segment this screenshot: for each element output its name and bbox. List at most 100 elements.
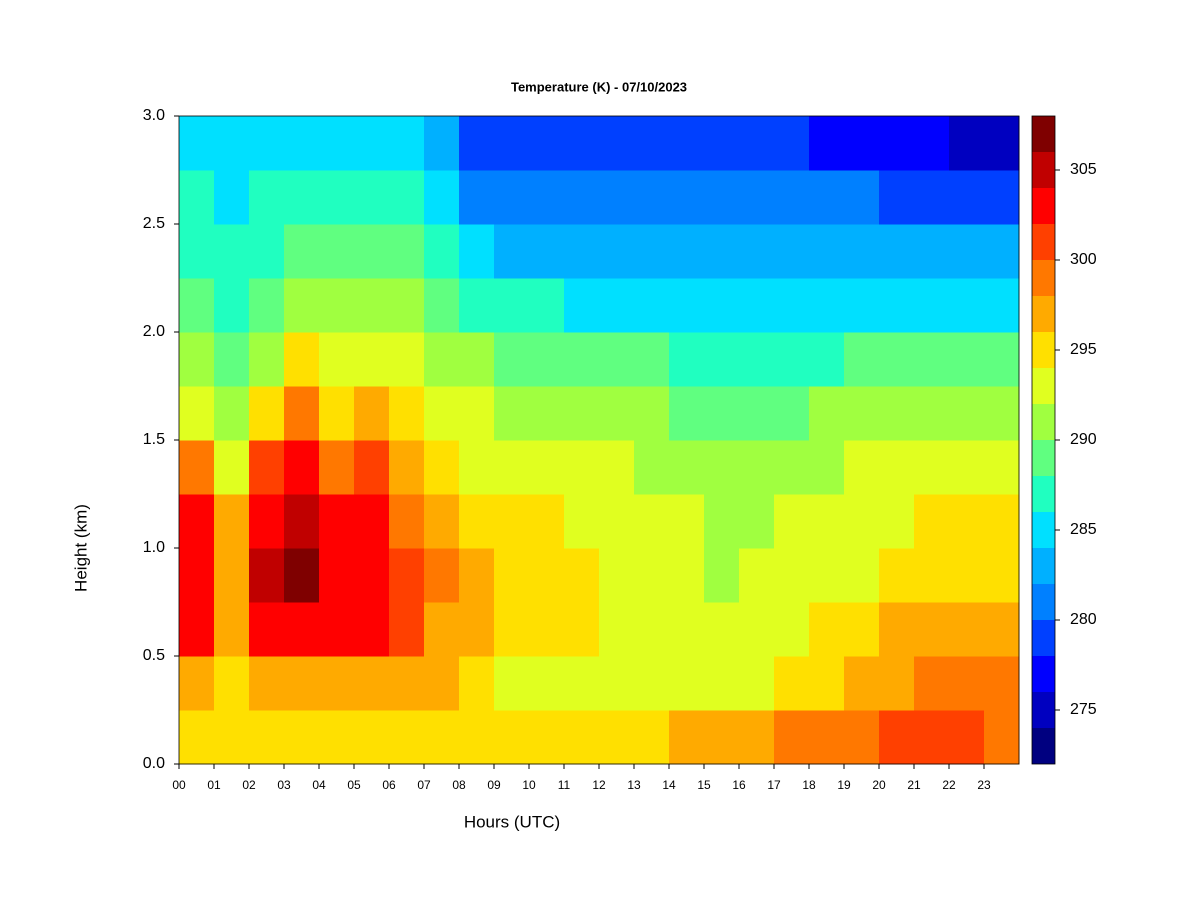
heat-cell xyxy=(529,548,565,603)
heat-cell xyxy=(949,386,985,441)
heat-cell xyxy=(809,440,845,495)
heat-cell xyxy=(494,386,530,441)
heat-cell xyxy=(984,332,1020,387)
heat-cell xyxy=(529,656,565,711)
heat-cell xyxy=(354,656,390,711)
heat-cell xyxy=(949,602,985,657)
heat-cell xyxy=(774,440,810,495)
heat-cell xyxy=(634,440,670,495)
heat-cell xyxy=(459,332,495,387)
colorbar-tick-label: 290 xyxy=(1070,431,1097,448)
x-tick-label: 23 xyxy=(977,778,991,792)
heat-cell xyxy=(634,278,670,333)
colorbar-band xyxy=(1032,728,1055,764)
heat-cell xyxy=(949,170,985,225)
heat-cell xyxy=(284,440,320,495)
colorbar-band xyxy=(1032,620,1055,656)
heat-cell xyxy=(669,710,705,765)
heat-cell xyxy=(949,332,985,387)
heat-cell xyxy=(249,494,285,549)
heat-cell xyxy=(914,602,950,657)
heat-cell xyxy=(564,548,600,603)
heat-cell xyxy=(599,548,635,603)
heat-cell xyxy=(459,602,495,657)
heat-cell xyxy=(914,278,950,333)
heat-cell xyxy=(494,602,530,657)
heat-cell xyxy=(914,656,950,711)
heat-cell xyxy=(179,602,215,657)
heat-cell xyxy=(389,548,425,603)
x-tick-label: 16 xyxy=(732,778,746,792)
heat-cell xyxy=(984,440,1020,495)
colorbar-tick-label: 280 xyxy=(1070,611,1097,628)
heat-cell xyxy=(354,332,390,387)
heat-cell xyxy=(319,224,355,279)
heat-cell xyxy=(809,494,845,549)
colorbar-band xyxy=(1032,548,1055,584)
heat-cell xyxy=(319,548,355,603)
heat-cell xyxy=(529,332,565,387)
heat-cell xyxy=(389,278,425,333)
heat-cell xyxy=(949,548,985,603)
heat-cell xyxy=(249,440,285,495)
heat-cell xyxy=(739,278,775,333)
heat-cell xyxy=(179,224,215,279)
x-tick-label: 06 xyxy=(382,778,396,792)
colorbar-band xyxy=(1032,260,1055,296)
heat-cell xyxy=(739,440,775,495)
heat-cell xyxy=(214,494,250,549)
heat-cell xyxy=(389,440,425,495)
heat-cell xyxy=(634,710,670,765)
heat-cell xyxy=(704,332,740,387)
heat-cell xyxy=(949,710,985,765)
heat-cell xyxy=(774,548,810,603)
x-tick-label: 13 xyxy=(627,778,641,792)
heat-cell xyxy=(389,494,425,549)
heat-cell xyxy=(179,386,215,441)
heat-cell xyxy=(704,170,740,225)
heat-cell xyxy=(844,494,880,549)
x-tick-label: 17 xyxy=(767,778,781,792)
heat-cell xyxy=(809,170,845,225)
colorbar-band xyxy=(1032,116,1055,152)
heat-cell xyxy=(179,656,215,711)
x-tick-label: 21 xyxy=(907,778,921,792)
heat-cell xyxy=(354,116,390,171)
heat-cell xyxy=(179,494,215,549)
heat-cell xyxy=(319,116,355,171)
heat-cell xyxy=(704,224,740,279)
x-tick-label: 22 xyxy=(942,778,956,792)
heat-cell xyxy=(214,332,250,387)
colorbar-band xyxy=(1032,476,1055,512)
heat-cell xyxy=(599,224,635,279)
heat-cell xyxy=(459,710,495,765)
heat-cell xyxy=(809,602,845,657)
heat-cell xyxy=(214,386,250,441)
heat-cell xyxy=(459,278,495,333)
heat-cell xyxy=(354,602,390,657)
heat-cell xyxy=(984,386,1020,441)
heat-cell xyxy=(634,170,670,225)
heat-cell xyxy=(529,224,565,279)
heat-cell xyxy=(949,278,985,333)
heat-cell xyxy=(704,386,740,441)
heat-cell xyxy=(809,710,845,765)
colorbar-tick-label: 275 xyxy=(1070,701,1097,718)
heat-cell xyxy=(529,710,565,765)
x-tick-label: 10 xyxy=(522,778,536,792)
chart-title: Temperature (K) - 07/10/2023 xyxy=(511,79,687,94)
heat-cell xyxy=(319,332,355,387)
heat-cell xyxy=(984,710,1020,765)
x-tick-label: 18 xyxy=(802,778,816,792)
heat-cell xyxy=(179,332,215,387)
colorbar-band xyxy=(1032,332,1055,368)
heat-cell xyxy=(949,116,985,171)
heat-cell xyxy=(739,116,775,171)
heat-cell xyxy=(704,548,740,603)
heat-cell xyxy=(599,386,635,441)
x-tick-label: 15 xyxy=(697,778,711,792)
heat-cell xyxy=(984,494,1020,549)
heat-cell xyxy=(844,278,880,333)
heat-cell xyxy=(634,656,670,711)
heat-cell xyxy=(494,656,530,711)
